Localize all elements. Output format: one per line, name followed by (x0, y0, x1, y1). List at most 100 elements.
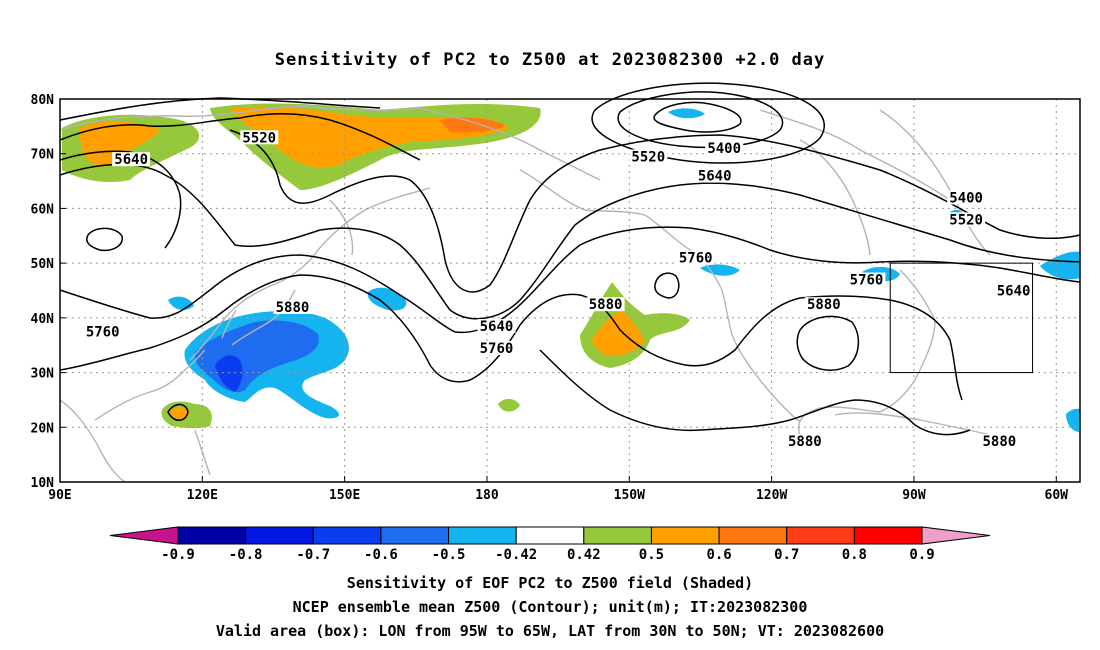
contour-label: 5520 (631, 149, 665, 165)
negative-patch-canada (700, 264, 740, 276)
contour-closed-high-arctic-outer (617, 91, 784, 149)
positive-patch-hawaii (498, 398, 520, 412)
lat-label: 60N (31, 202, 55, 217)
negative-patch-japan-peak (215, 355, 243, 392)
contour-label-bg (947, 190, 986, 205)
lon-label: 120E (187, 488, 218, 503)
coastline-china-south (94, 349, 206, 421)
colorbar-swatch (177, 526, 247, 545)
contour-label: 5760 (480, 341, 514, 357)
coastline-siberia (59, 105, 601, 181)
lon-label: 90W (902, 488, 926, 503)
positive-patch-central-pacific-core (592, 310, 645, 356)
contour-label-bg (705, 141, 744, 156)
contour-label-bg (240, 130, 279, 145)
contour-line-1 (59, 97, 381, 121)
lat-label: 10N (31, 476, 55, 491)
contour-line-2 (59, 113, 421, 161)
coastline-east-asia (189, 187, 431, 361)
contour-label-bg (847, 272, 886, 287)
negative-patch-arctic (668, 108, 705, 119)
contour-5880-ridge (59, 274, 963, 401)
contour-5520-trough (229, 129, 1081, 293)
colorbar-swatch (312, 526, 382, 545)
contour-label: 5640 (480, 319, 514, 335)
coastline-philippines (194, 429, 211, 476)
contour-label: 5760 (86, 325, 120, 341)
colorbar-label: 0.5 (639, 547, 664, 563)
colorbar-swatch (853, 526, 923, 545)
contour-label: 5400 (707, 141, 741, 157)
lat-label: 80N (31, 93, 55, 108)
positive-patch-north-central-peak (440, 117, 505, 133)
contour-label: 5760 (850, 273, 884, 289)
contour-label-bg (83, 324, 122, 339)
contour-label: 5880 (982, 434, 1016, 450)
contour-label: 5640 (698, 169, 732, 185)
colorbar-label: -0.9 (161, 547, 195, 563)
contour-label-bg (980, 433, 1019, 448)
lon-label: 180 (475, 488, 499, 503)
colorbar-label: -0.5 (432, 547, 466, 563)
colorbar-swatch (583, 526, 652, 545)
lon-label: 60W (1045, 488, 1069, 503)
contour-labels: 5520 5640 5520 5400 5640 5400 5520 5760 5760 5640… (83, 130, 1033, 450)
lon-label: 90E (48, 488, 71, 503)
contour-label: 5760 (679, 251, 713, 267)
contour-label: 5880 (788, 434, 822, 450)
lat-label: 40N (31, 312, 55, 327)
negative-patch-kurils (367, 287, 407, 311)
coastline-gulf-mexico (798, 406, 881, 436)
coastline-north-america-west (721, 289, 801, 423)
contour-5760-trough (59, 226, 1081, 334)
map-title: Sensitivity of PC2 to Z500 at 2023082300… (274, 50, 826, 70)
colorbar-high-end (921, 526, 991, 545)
negative-patch-atlantic-north (1040, 251, 1080, 280)
colorbar-label: 0.42 (567, 547, 601, 563)
contour-line-3 (59, 150, 182, 249)
contour-label: 5880 (807, 297, 841, 313)
contour-label-bg (947, 212, 986, 227)
caption-valid-area: Valid area (box): LON from 95W to 65W, L… (215, 622, 885, 640)
colorbar-swatch (786, 526, 855, 545)
longitude-labels: 90E 120E 150E 180 150W 120W 90W 60W (48, 476, 1068, 503)
contour-closed-high-us (796, 315, 860, 371)
contour-label-bg (629, 149, 668, 164)
contour-label: 5640 (997, 284, 1031, 300)
contour-label-bg (112, 152, 151, 167)
caption-contour: NCEP ensemble mean Z500 (Contour); unit(… (292, 598, 808, 616)
coastline-korea (221, 309, 237, 339)
colorbar-swatch (515, 526, 585, 545)
colorbar-label: 0.7 (774, 547, 799, 563)
lon-label: 120W (756, 488, 787, 503)
contour-label-bg (586, 297, 625, 312)
negative-patch-china (168, 296, 194, 310)
lon-label: 150W (614, 488, 645, 503)
colorbar-swatch (718, 526, 788, 545)
caption-shading: Sensitivity of EOF PC2 to Z500 field (Sh… (346, 574, 754, 592)
colorbar-swatch (380, 526, 450, 545)
contour-label-bg (477, 319, 516, 334)
colorbar-label: 0.8 (842, 547, 867, 563)
colorbar-label: -0.8 (229, 547, 263, 563)
map-gridlines (60, 99, 1080, 482)
coastline-kamchatka (329, 199, 354, 256)
contour-label: 5640 (114, 152, 148, 168)
contour-label-bg (695, 168, 734, 183)
contour-closed-low-taiwan (167, 403, 189, 421)
contour-closed-high-arctic (653, 101, 742, 133)
colorbar-swatch (650, 526, 720, 545)
contour-label: 5400 (949, 190, 983, 206)
coastline-japan (231, 289, 296, 346)
positive-patch-north-central-core (230, 106, 510, 168)
lat-label: 20N (31, 421, 55, 436)
contour-5640-trough (59, 163, 1081, 320)
colorbar-label: -0.7 (296, 547, 330, 563)
sensitivity-shading (62, 103, 1080, 432)
contour-label-bg (804, 297, 843, 312)
coastline-arctic-islands (759, 109, 951, 201)
negative-patch-atlantic-south (1066, 408, 1080, 432)
contour-label: 5880 (276, 300, 310, 316)
contour-label-bg (273, 299, 312, 314)
lat-label: 30N (31, 367, 55, 382)
